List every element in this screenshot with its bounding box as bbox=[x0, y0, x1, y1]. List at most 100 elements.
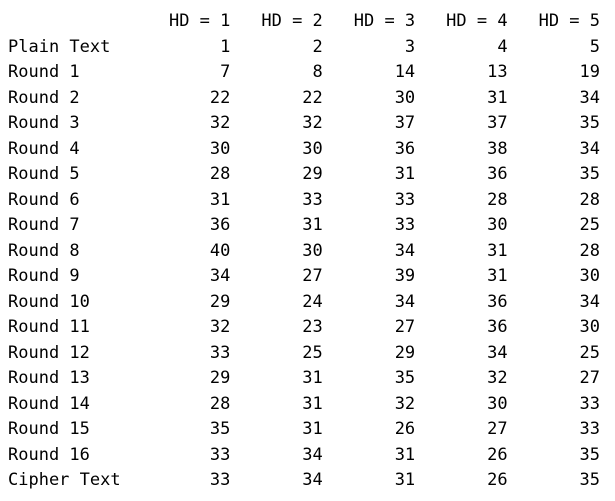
table-cell: 31 bbox=[487, 266, 508, 286]
table-row: Round 12 33 25 29 34 25 bbox=[8, 341, 600, 367]
table-cell: 26 bbox=[394, 419, 416, 439]
table-cell: 30 bbox=[579, 317, 600, 337]
table-cell: 33 bbox=[394, 189, 416, 210]
row-label: Round 10 bbox=[8, 291, 90, 312]
row-label: Round 12 bbox=[8, 342, 90, 363]
table-cell: 34 bbox=[209, 266, 231, 286]
table-cell: 32 bbox=[209, 317, 231, 337]
table-cell: 37 bbox=[487, 113, 508, 133]
table-cell: 39 bbox=[394, 266, 416, 286]
table-cell: 40 bbox=[209, 240, 231, 261]
table-cell: 26 bbox=[487, 444, 508, 465]
table-cell: 31 bbox=[394, 470, 416, 490]
table-row: Round 16 33 34 31 26 35 bbox=[8, 443, 600, 469]
table-cell: 7 bbox=[220, 62, 231, 82]
table-cell: 23 bbox=[302, 317, 323, 337]
table-cell: 25 bbox=[302, 342, 323, 363]
table-row: Round 6 31 33 33 28 28 bbox=[8, 188, 600, 214]
row-label: Plain Text bbox=[8, 36, 111, 57]
table-cell: 34 bbox=[394, 240, 416, 261]
header-row: HD = 1 HD = 2 HD = 3 HD = 4 HD = 5 bbox=[8, 9, 600, 35]
table-cell: 31 bbox=[302, 215, 323, 235]
table-cell: 13 bbox=[487, 62, 508, 82]
table-row: Round 11 32 23 27 36 30 bbox=[8, 315, 600, 341]
table-cell: 29 bbox=[394, 342, 416, 363]
table-cell: 30 bbox=[579, 266, 600, 286]
console-output: HD = 1 HD = 2 HD = 3 HD = 4 HD = 5 Plain… bbox=[8, 9, 606, 494]
row-label: Round 2 bbox=[8, 87, 80, 108]
table-row: Round 9 34 27 39 31 30 bbox=[8, 264, 600, 290]
table-cell: 34 bbox=[302, 470, 323, 490]
table-cell: 28 bbox=[487, 189, 508, 210]
table-cell: 31 bbox=[394, 164, 416, 184]
table-cell: 28 bbox=[579, 189, 600, 210]
row-label: Round 4 bbox=[8, 138, 80, 159]
table-row: Round 2 22 22 30 31 34 bbox=[8, 86, 600, 112]
table-cell: 29 bbox=[209, 291, 231, 312]
row-label: Round 11 bbox=[8, 317, 90, 337]
table-cell: 22 bbox=[302, 87, 323, 108]
table-cell: 32 bbox=[209, 113, 231, 133]
table-row: Round 5 28 29 31 36 35 bbox=[8, 162, 600, 188]
table-row: Plain Text 1 2 3 4 5 bbox=[8, 35, 600, 61]
table-cell: 19 bbox=[579, 62, 600, 82]
table-cell: 28 bbox=[209, 164, 231, 184]
row-label: Round 16 bbox=[8, 444, 90, 465]
table-cell: 14 bbox=[394, 62, 416, 82]
row-label: Round 7 bbox=[8, 215, 80, 235]
column-header: HD = 1 bbox=[168, 11, 231, 31]
row-label: Round 3 bbox=[8, 113, 80, 133]
table-cell: 34 bbox=[579, 291, 600, 312]
table-cell: 30 bbox=[487, 215, 508, 235]
hamming-distance-table: HD = 1 HD = 2 HD = 3 HD = 4 HD = 5 Plain… bbox=[8, 9, 600, 494]
table-row: Round 8 40 30 34 31 28 bbox=[8, 239, 600, 265]
table-cell: 36 bbox=[394, 138, 416, 159]
table-cell: 27 bbox=[579, 368, 600, 388]
table-cell: 35 bbox=[579, 444, 600, 465]
table-cell: 5 bbox=[589, 36, 600, 57]
table-cell: 30 bbox=[487, 393, 508, 414]
row-label: Cipher Text bbox=[8, 470, 121, 490]
table-cell: 33 bbox=[209, 444, 231, 465]
table-cell: 28 bbox=[209, 393, 231, 414]
table-cell: 34 bbox=[579, 138, 600, 159]
table-cell: 38 bbox=[487, 138, 508, 159]
table-cell: 35 bbox=[394, 368, 416, 388]
corner-header bbox=[8, 9, 138, 35]
table-cell: 33 bbox=[579, 419, 600, 439]
table-cell: 33 bbox=[302, 189, 323, 210]
table-cell: 33 bbox=[394, 215, 416, 235]
table-cell: 31 bbox=[302, 368, 323, 388]
table-cell: 26 bbox=[487, 470, 508, 490]
table-cell: 31 bbox=[209, 189, 231, 210]
table-cell: 32 bbox=[487, 368, 508, 388]
table-cell: 8 bbox=[312, 62, 323, 82]
column-header: HD = 2 bbox=[261, 11, 323, 31]
table-cell: 34 bbox=[394, 291, 416, 312]
table-row: Round 4 30 30 36 38 34 bbox=[8, 137, 600, 163]
table-cell: 34 bbox=[579, 87, 600, 108]
table-cell: 27 bbox=[487, 419, 508, 439]
table-cell: 27 bbox=[394, 317, 416, 337]
table-cell: 34 bbox=[487, 342, 508, 363]
table-cell: 33 bbox=[209, 342, 231, 363]
table-cell: 36 bbox=[487, 291, 508, 312]
table-cell: 1 bbox=[220, 36, 231, 57]
table-cell: 32 bbox=[394, 393, 416, 414]
table-cell: 2 bbox=[312, 36, 323, 57]
table-cell: 35 bbox=[579, 164, 600, 184]
row-label: Round 14 bbox=[8, 393, 90, 414]
table-cell: 27 bbox=[302, 266, 323, 286]
table-cell: 33 bbox=[209, 470, 231, 490]
table-cell: 3 bbox=[404, 36, 416, 57]
table-row: Round 7 36 31 33 30 25 bbox=[8, 213, 600, 239]
column-header: HD = 5 bbox=[538, 11, 600, 31]
row-label: Round 15 bbox=[8, 419, 90, 439]
table-cell: 36 bbox=[209, 215, 231, 235]
table-row: Round 1 7 8 14 13 19 bbox=[8, 60, 600, 86]
table-row: Round 3 32 32 37 37 35 bbox=[8, 111, 600, 137]
table-body: Plain Text 1 2 3 4 5 Round 1 7 8 14 13 19 Round 2 22 2… bbox=[8, 35, 600, 494]
row-label: Round 1 bbox=[8, 62, 80, 82]
table-cell: 30 bbox=[302, 240, 323, 261]
table-row: Round 10 29 24 34 36 34 bbox=[8, 290, 600, 316]
